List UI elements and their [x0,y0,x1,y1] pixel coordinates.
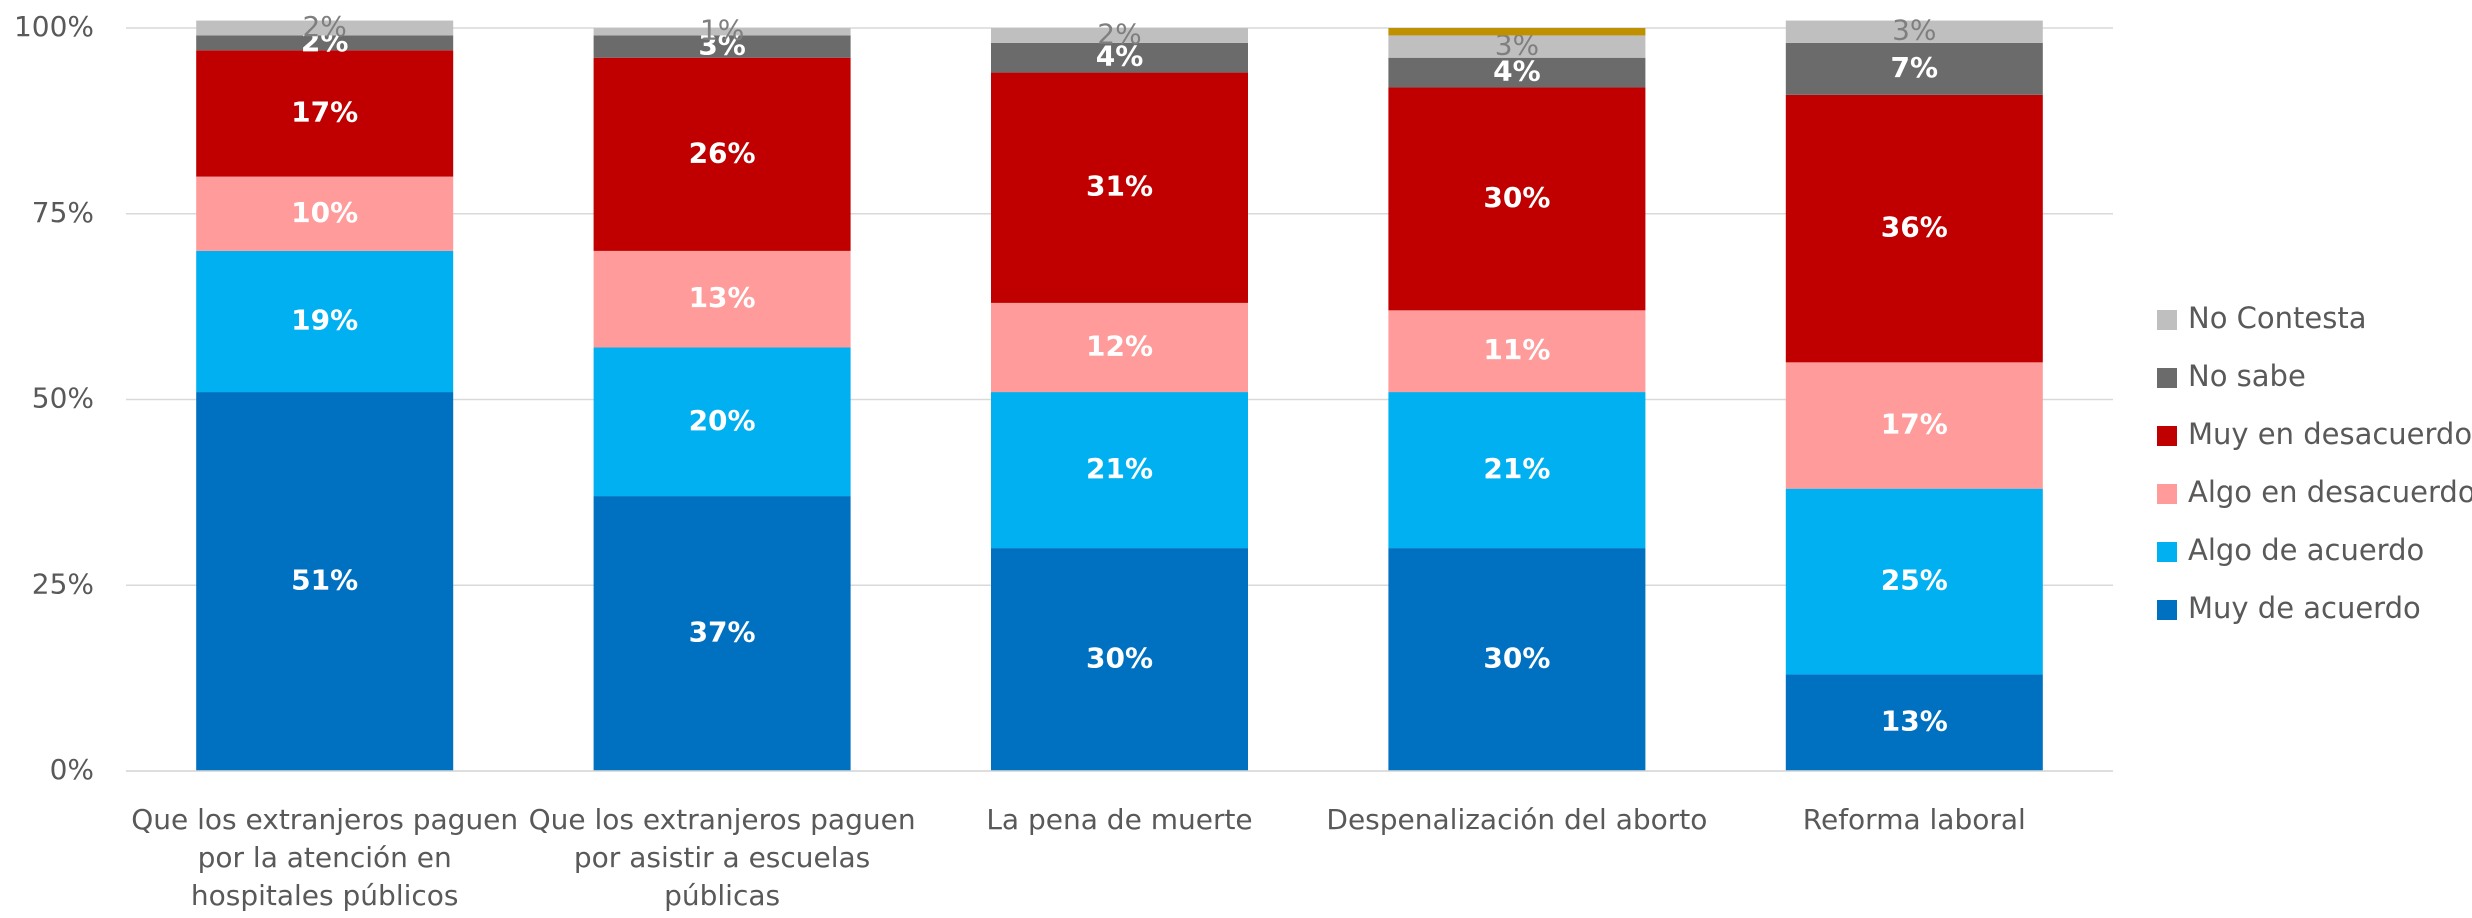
bar-segment [991,548,1248,771]
data-label: 3% [1892,14,1936,47]
bar-segment [196,20,454,36]
data-label: 10% [291,196,358,229]
bar-segment [991,302,1248,393]
x-tick-label: La pena de muerte [986,803,1252,836]
bar-segment [1388,35,1646,58]
y-tick-label: 75% [32,196,94,229]
bar-segment [196,392,454,771]
legend-swatch [2157,542,2177,562]
legend-swatch [2157,426,2177,446]
legend-label: No sabe [2188,359,2306,393]
bar-segment [1388,392,1646,549]
legend-label: Muy en desacuerdo [2188,417,2472,451]
data-label: 12% [1086,329,1153,362]
data-label: 1% [700,14,744,47]
bar-segment [593,250,851,348]
legend-swatch [2157,368,2177,388]
x-tick-label: Que los extranjeros paguen por la atenció… [131,803,518,912]
data-label: 20% [689,404,756,437]
data-label: 30% [1086,642,1153,675]
y-tick-label: 0% [50,753,94,786]
data-label: 17% [291,95,358,128]
bar-segment [196,176,454,251]
data-label: 19% [291,303,358,336]
data-label: 4% [1493,55,1541,88]
bar-segment [593,347,851,497]
legend-swatch [2157,600,2177,620]
data-label: 31% [1086,170,1153,203]
x-tick-label: Reforma laboral [1803,803,2026,836]
bar-segment [1388,28,1646,36]
bar-segment [593,496,851,771]
data-label: 7% [1891,51,1939,84]
data-label: 37% [689,616,756,649]
bar-segment [1388,57,1646,88]
legend-label: Muy de acuerdo [2188,591,2421,625]
x-tick-label: Despenalización del aborto [1326,803,1707,836]
bar-segment [593,28,851,36]
bar-segment [1785,20,2043,43]
bar-segment [991,392,1248,549]
bar-segment [593,57,851,251]
data-label: 13% [689,281,756,314]
bar-segment [196,250,454,393]
legend-label: No Contesta [2188,301,2367,335]
data-label: 21% [1483,452,1550,485]
bar-segment [196,50,454,177]
y-tick-label: 25% [32,567,94,600]
legend-swatch [2157,484,2177,504]
bar-segment [1785,674,2043,771]
y-tick-label: 50% [32,382,94,415]
legend-swatch [2157,310,2177,330]
bar-segment [1388,87,1646,311]
bar-segment [1388,310,1646,393]
bar-segment [1785,488,2043,675]
bar-segment [991,28,1248,43]
data-label: 2% [302,10,346,43]
legend-label: Algo de acuerdo [2188,533,2424,567]
bar-segment [196,35,454,51]
bar-segment [991,42,1248,73]
data-label: 51% [291,564,358,597]
data-label: 21% [1086,452,1153,485]
data-label: 30% [1483,642,1550,675]
bar-segment [1388,548,1646,771]
data-label: 13% [1881,705,1948,738]
data-label: 2% [1097,17,1141,50]
data-label: 26% [689,136,756,169]
bar-segment [1785,362,2043,489]
data-label: 36% [1881,211,1948,244]
x-tick-label: Que los extranjeros paguen por asistir a … [529,803,916,912]
y-tick-label: 100% [14,10,94,43]
bar-segment [991,72,1248,303]
bar-segment [1785,94,2043,363]
data-label: 25% [1881,564,1948,597]
bar-segment [1785,42,2043,95]
data-label: 11% [1483,333,1550,366]
legend-label: Algo en desacuerdo [2188,475,2472,509]
data-label: 4% [1096,40,1144,73]
bar-segment [593,35,851,58]
data-label: 30% [1483,181,1550,214]
data-label: 17% [1881,408,1948,441]
